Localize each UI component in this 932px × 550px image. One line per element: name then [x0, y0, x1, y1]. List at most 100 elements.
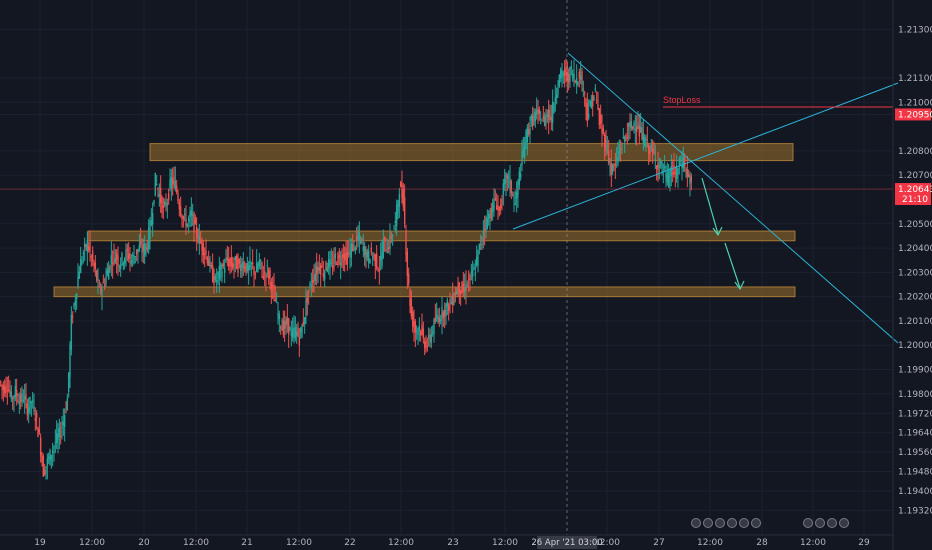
candle-body — [510, 180, 513, 194]
candle-body — [247, 265, 250, 271]
event-icon[interactable] — [739, 518, 749, 528]
event-icon[interactable] — [803, 518, 813, 528]
candle-body — [181, 215, 183, 219]
candle-body — [689, 175, 691, 184]
candle-body — [379, 255, 382, 261]
candle-body — [366, 251, 369, 258]
candle-body — [123, 258, 126, 264]
event-icon[interactable] — [839, 518, 849, 528]
event-icon[interactable] — [691, 518, 701, 528]
candle-body — [449, 299, 451, 302]
price-tick-label: 1.20700 — [898, 171, 932, 181]
price-tick-label: 1.20500 — [898, 220, 932, 230]
candle-body — [645, 143, 647, 147]
candle-body — [22, 400, 25, 402]
candle-body — [618, 150, 621, 155]
candle-body — [65, 410, 67, 412]
candle-body — [315, 266, 318, 275]
candle-body — [357, 238, 359, 240]
candle-body — [102, 282, 105, 284]
candle-body — [82, 253, 85, 255]
event-icon[interactable] — [727, 518, 737, 528]
sr-zone — [149, 143, 794, 162]
indicator-icons-left[interactable] — [691, 518, 761, 530]
candle-body — [109, 265, 111, 269]
candle-body — [519, 173, 522, 178]
event-icon[interactable] — [715, 518, 725, 528]
candle-body — [417, 329, 419, 336]
candle-body — [9, 390, 11, 394]
candle-body — [62, 421, 65, 426]
price-tick-label: 1.19800 — [898, 390, 932, 400]
candle-body — [647, 145, 650, 154]
candle-body — [429, 337, 431, 341]
candle-body — [669, 175, 671, 177]
price-axis[interactable]: 1.21300 1.21100 1.21000 1.20950 1.20800 1.207… — [892, 0, 932, 550]
candle-body — [239, 264, 242, 271]
indicator-icons-right[interactable] — [803, 518, 849, 530]
candle-body — [409, 289, 411, 307]
candle-body — [521, 151, 523, 166]
candle-body — [523, 147, 526, 159]
candle-body — [90, 256, 93, 258]
candle-body — [333, 257, 335, 264]
candle-body — [407, 273, 410, 284]
candle-body — [685, 168, 687, 170]
candle-body — [138, 245, 141, 251]
candle-body — [270, 281, 273, 292]
candle-body — [575, 77, 578, 85]
event-icon[interactable] — [827, 518, 837, 528]
candle-body — [353, 241, 355, 243]
candle-body — [570, 67, 573, 69]
candle-body — [95, 270, 98, 281]
candle-body — [567, 74, 570, 83]
candle-body — [325, 262, 327, 270]
candle-body — [470, 271, 473, 273]
candle-body — [678, 158, 681, 167]
candle-body — [622, 136, 625, 138]
candle-body — [233, 264, 235, 266]
candle-body — [114, 258, 117, 264]
candle-body — [81, 261, 83, 263]
candle-body — [462, 283, 465, 293]
candle-body — [427, 334, 430, 339]
candle-body — [486, 218, 489, 229]
candle-body — [345, 247, 347, 255]
candle-body — [229, 258, 231, 263]
candle-body — [681, 164, 683, 169]
candle-body — [350, 243, 353, 258]
countdown-label: 21:10 — [902, 195, 928, 205]
price-tick-label: 1.20400 — [898, 244, 932, 254]
candle-body — [326, 267, 329, 272]
crosshair-time-label: 26 Apr '21 03:00 — [531, 538, 602, 548]
time-axis[interactable]: 19 12:00 20 12:00 21 12:00 22 12:00 23 12:00 12:00… — [0, 534, 893, 549]
crosshair-time-tag — [537, 536, 597, 549]
candle-body — [457, 288, 459, 293]
candle-body — [498, 206, 501, 211]
candle-body — [614, 164, 617, 166]
candle-body — [557, 87, 559, 95]
candle-body — [258, 260, 261, 267]
candle-body — [305, 300, 307, 317]
candle-body — [385, 249, 387, 252]
candle-body — [478, 244, 481, 250]
event-icon[interactable] — [815, 518, 825, 528]
candle-body — [369, 259, 371, 264]
candle-body — [406, 251, 409, 276]
candle-body — [129, 253, 131, 259]
candle-body — [423, 341, 426, 348]
event-icon[interactable] — [751, 518, 761, 528]
candle-body — [13, 396, 15, 399]
candle-body — [165, 205, 167, 207]
candle-body — [113, 251, 115, 253]
candle-body — [358, 232, 361, 240]
candle-body — [398, 194, 401, 207]
event-icon[interactable] — [703, 518, 713, 528]
candle-body — [373, 253, 375, 256]
candle-body — [335, 263, 338, 265]
candle-body — [485, 217, 487, 230]
candle-body — [341, 255, 343, 263]
candle-body — [89, 241, 91, 252]
candle-body — [309, 283, 311, 286]
